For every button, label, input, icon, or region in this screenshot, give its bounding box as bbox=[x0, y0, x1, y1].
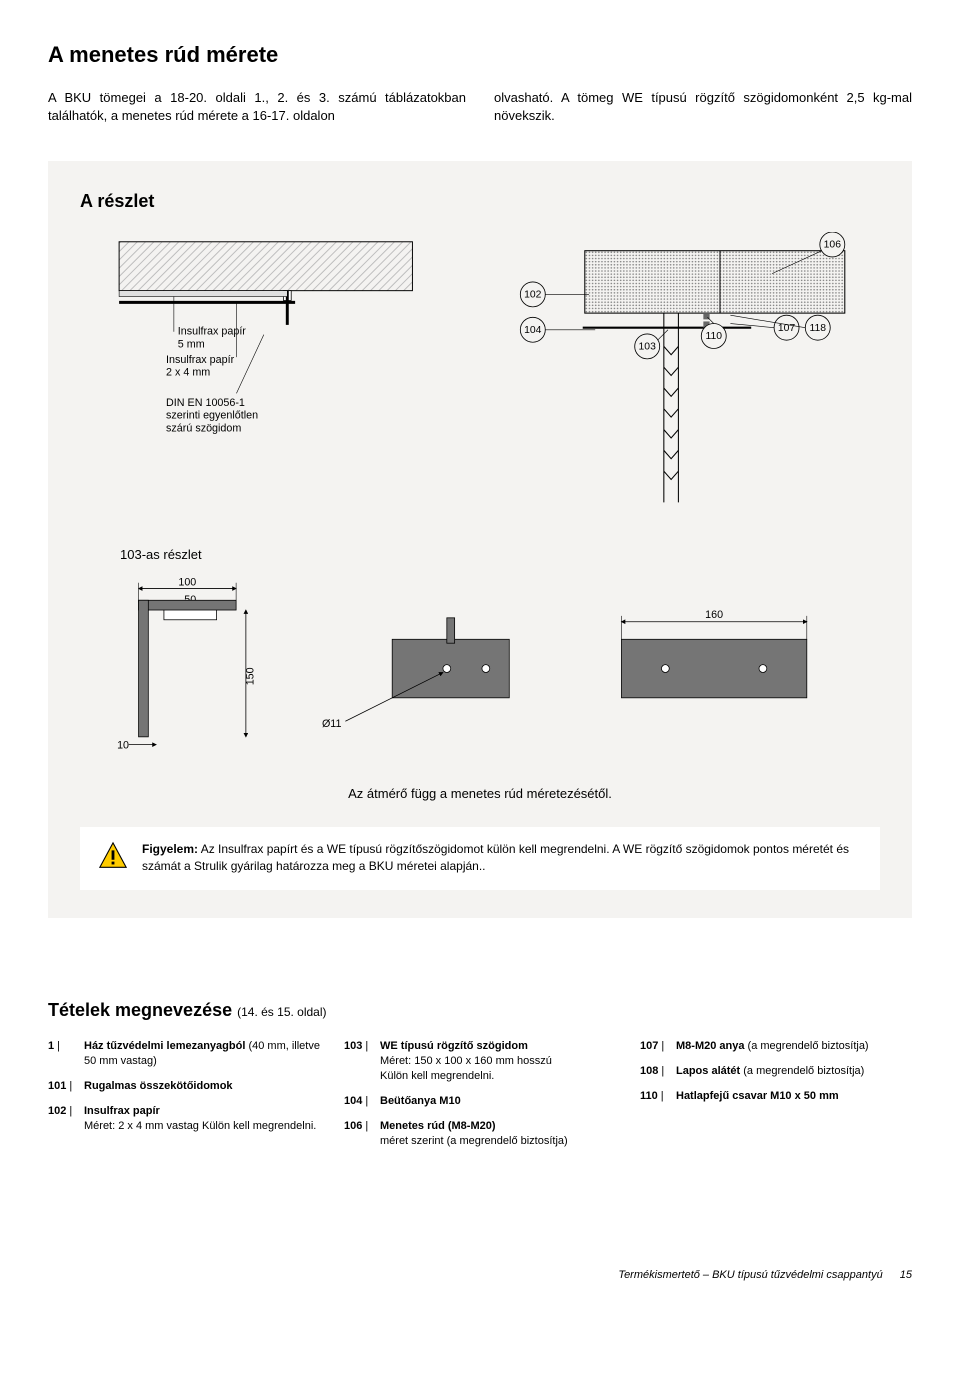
label-insulfrax-24-dim: 2 x 4 mm bbox=[166, 367, 210, 379]
svg-text:Ø11: Ø11 bbox=[322, 718, 342, 730]
section-a-title: A részlet bbox=[80, 189, 880, 214]
intro-col-2: olvasható. A tömeg WE típusú rögzítő szö… bbox=[494, 89, 912, 125]
nomenclature-number: 108 bbox=[640, 1064, 676, 1079]
nomenclature-number: 101 bbox=[48, 1079, 84, 1094]
label-insulfrax-5: Insulfrax papír bbox=[178, 326, 247, 338]
nomenclature-body: Beütőanya M10 bbox=[380, 1094, 616, 1109]
diagram-elevation: 102 104 103 110 107 118 106 bbox=[460, 232, 876, 518]
nomenclature-section: Tételek megnevezése (14. és 15. oldal) 1… bbox=[48, 998, 912, 1158]
nomenclature-body: Hatlapfejű csavar M10 x 50 mm bbox=[676, 1089, 912, 1104]
warning-icon bbox=[98, 841, 128, 876]
nomenclature-number: 103 bbox=[344, 1039, 380, 1084]
nomenclature-item: 102Insulfrax papír Méret: 2 x 4 mm vasta… bbox=[48, 1104, 320, 1134]
nomenclature-number: 110 bbox=[640, 1089, 676, 1104]
diagram-row-1: Insulfrax papír 5 mm Insulfrax papír 2 x… bbox=[80, 232, 880, 518]
nomenclature-column: 103WE típusú rögzítő szögidom Méret: 150… bbox=[344, 1039, 616, 1158]
nomenclature-item: 108Lapos alátét (a megrendelő biztosítja… bbox=[640, 1064, 912, 1079]
detail-103: 103-as részlet 100 50 bbox=[80, 546, 880, 803]
svg-text:160: 160 bbox=[705, 608, 723, 620]
nomenclature-column: 1Ház tűzvédelmi lemezanyagból (40 mm, il… bbox=[48, 1039, 320, 1158]
svg-text:103: 103 bbox=[639, 342, 657, 353]
nomenclature-body: M8-M20 anya (a megrendelő biztosítja) bbox=[676, 1039, 912, 1054]
label-insulfrax-5-dim: 5 mm bbox=[178, 339, 205, 351]
svg-text:102: 102 bbox=[524, 290, 542, 301]
intro-text: A BKU tömegei a 18-20. oldali 1., 2. és … bbox=[48, 89, 912, 125]
nomenclature-subtitle: (14. és 15. oldal) bbox=[237, 1005, 326, 1019]
nomenclature-item: 110Hatlapfejű csavar M10 x 50 mm bbox=[640, 1089, 912, 1104]
nomenclature-item: 107M8-M20 anya (a megrendelő biztosítja) bbox=[640, 1039, 912, 1054]
nomenclature-item: 106Menetes rúd (M8-M20) méret szerint (a… bbox=[344, 1119, 616, 1149]
svg-text:150: 150 bbox=[245, 667, 257, 685]
diagram-cross-section: Insulfrax papír 5 mm Insulfrax papír 2 x… bbox=[80, 232, 432, 518]
attention-box: Figyelem: Az Insulfrax papírt és a WE tí… bbox=[80, 827, 880, 890]
svg-text:118: 118 bbox=[809, 323, 826, 334]
attention-text: Figyelem: Az Insulfrax papírt és a WE tí… bbox=[142, 841, 862, 875]
nomenclature-body: Ház tűzvédelmi lemezanyagból (40 mm, ill… bbox=[84, 1039, 320, 1069]
nomenclature-number: 104 bbox=[344, 1094, 380, 1109]
svg-text:100: 100 bbox=[178, 576, 196, 588]
nomenclature-columns: 1Ház tűzvédelmi lemezanyagból (40 mm, il… bbox=[48, 1039, 912, 1158]
nomenclature-column: 107M8-M20 anya (a megrendelő biztosítja)… bbox=[640, 1039, 912, 1158]
nomenclature-body: Rugalmas összekötőidomok bbox=[84, 1079, 320, 1094]
nomenclature-number: 102 bbox=[48, 1104, 84, 1134]
nomenclature-body: Menetes rúd (M8-M20) méret szerint (a me… bbox=[380, 1119, 616, 1149]
label-insulfrax-24: Insulfrax papír bbox=[166, 354, 235, 366]
nomenclature-number: 1 bbox=[48, 1039, 84, 1069]
footer-page-number: 15 bbox=[900, 1269, 912, 1281]
section-a-detail: A részlet bbox=[48, 161, 912, 918]
svg-text:104: 104 bbox=[524, 325, 542, 336]
page-footer: Termékismertető – BKU típusú tűzvédelmi … bbox=[48, 1268, 912, 1283]
nomenclature-item: 101Rugalmas összekötőidomok bbox=[48, 1079, 320, 1094]
detail-103-caption: Az átmérő függ a menetes rúd méretezését… bbox=[80, 785, 880, 803]
nomenclature-number: 106 bbox=[344, 1119, 380, 1149]
page-title: A menetes rúd mérete bbox=[48, 40, 912, 71]
svg-text:10: 10 bbox=[117, 739, 129, 751]
nomenclature-body: Insulfrax papír Méret: 2 x 4 mm vastag K… bbox=[84, 1104, 320, 1134]
nomenclature-body: Lapos alátét (a megrendelő biztosítja) bbox=[676, 1064, 912, 1079]
label-din: DIN EN 10056-1szerinti egyenlőtlenszárú … bbox=[166, 397, 258, 434]
footer-doc-title: Termékismertető – BKU típusú tűzvédelmi … bbox=[618, 1269, 882, 1281]
attention-body: Az Insulfrax papírt és a WE típusú rögzí… bbox=[142, 842, 849, 873]
nomenclature-number: 107 bbox=[640, 1039, 676, 1054]
nomenclature-title: Tételek megnevezése (14. és 15. oldal) bbox=[48, 998, 912, 1023]
nomenclature-item: 1Ház tűzvédelmi lemezanyagból (40 mm, il… bbox=[48, 1039, 320, 1069]
svg-text:110: 110 bbox=[705, 331, 722, 342]
intro-col-1: A BKU tömegei a 18-20. oldali 1., 2. és … bbox=[48, 89, 466, 125]
svg-text:106: 106 bbox=[824, 240, 842, 251]
nomenclature-item: 103WE típusú rögzítő szögidom Méret: 150… bbox=[344, 1039, 616, 1084]
attention-heading: Figyelem: bbox=[142, 842, 198, 856]
detail-103-title: 103-as részlet bbox=[120, 546, 880, 564]
nomenclature-body: WE típusú rögzítő szögidom Méret: 150 x … bbox=[380, 1039, 616, 1084]
nomenclature-item: 104Beütőanya M10 bbox=[344, 1094, 616, 1109]
